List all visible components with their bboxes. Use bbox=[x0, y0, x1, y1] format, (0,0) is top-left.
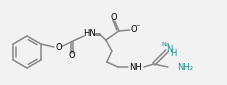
Text: Na: Na bbox=[161, 42, 169, 48]
Text: NH₂: NH₂ bbox=[176, 63, 192, 73]
Text: O: O bbox=[110, 12, 117, 22]
Text: O: O bbox=[55, 42, 62, 52]
Text: ⁻: ⁻ bbox=[135, 23, 140, 32]
Text: NH: NH bbox=[129, 62, 142, 71]
Text: N: N bbox=[165, 45, 171, 54]
Text: O: O bbox=[130, 26, 137, 35]
Text: HN: HN bbox=[83, 29, 96, 39]
Text: H: H bbox=[169, 49, 175, 58]
Text: O: O bbox=[68, 52, 75, 61]
